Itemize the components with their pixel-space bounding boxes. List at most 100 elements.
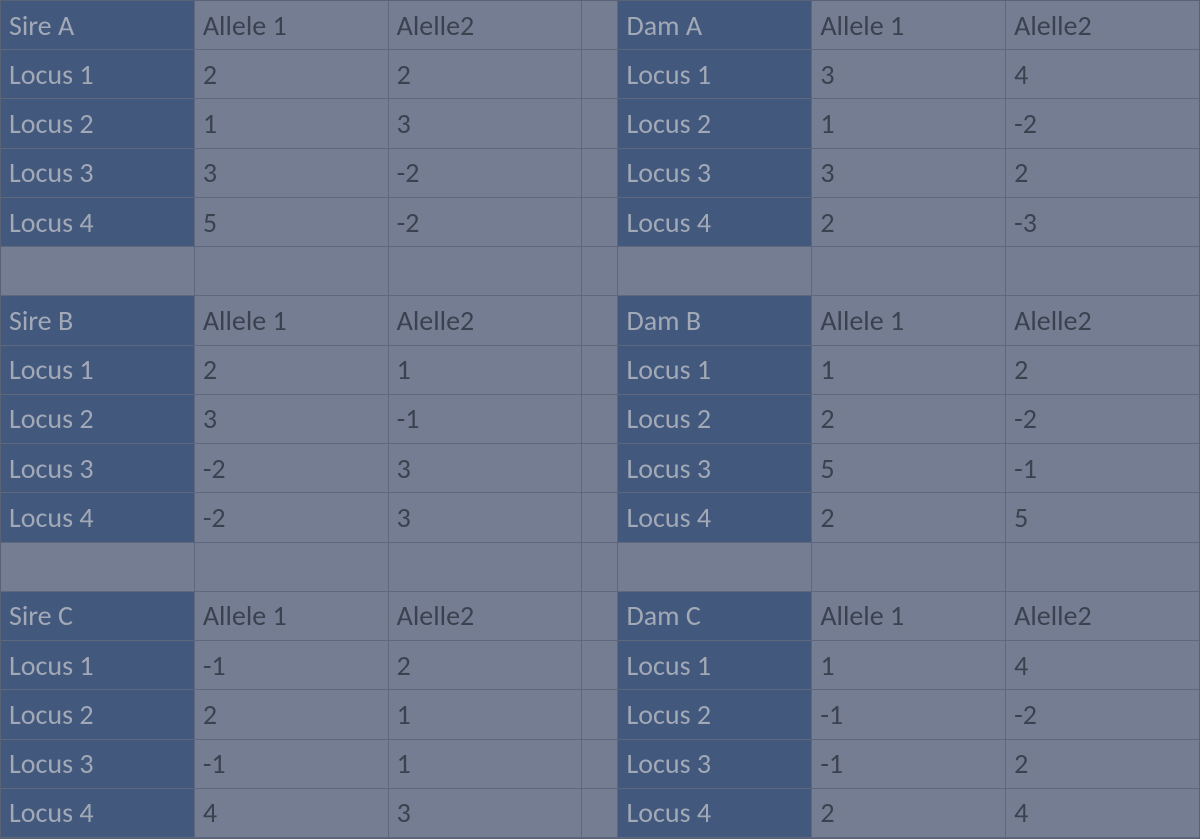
value: 5 [812, 444, 1006, 492]
locus-label: Locus 4 [618, 493, 812, 541]
block-1-header: Sire B Allele 1 Alelle2 Dam B Allele 1 A… [1, 296, 1199, 345]
value: 3 [389, 789, 583, 837]
value: -1 [195, 641, 389, 689]
value: -1 [1006, 444, 1199, 492]
gap [582, 789, 618, 837]
value: 1 [812, 641, 1006, 689]
block-1-row-1: Locus 2 3 -1 Locus 2 2 -2 [1, 395, 1199, 444]
locus-label: Locus 3 [1, 740, 195, 788]
gap [582, 149, 618, 197]
value: 2 [812, 198, 1006, 246]
value: 5 [195, 198, 389, 246]
locus-label: Locus 3 [618, 444, 812, 492]
allele-table: Sire A Allele 1 Alelle2 Dam A Allele 1 A… [0, 0, 1200, 839]
value: -1 [812, 690, 1006, 738]
locus-label: Locus 4 [1, 493, 195, 541]
locus-label: Locus 1 [618, 50, 812, 98]
value: 4 [1006, 641, 1199, 689]
value: 2 [195, 690, 389, 738]
block-1-row-3: Locus 4 -2 3 Locus 4 2 5 [1, 493, 1199, 542]
value: -2 [389, 149, 583, 197]
spacer-row [1, 543, 1199, 592]
block-2-header: Sire C Allele 1 Alelle2 Dam C Allele 1 A… [1, 592, 1199, 641]
locus-label: Locus 3 [1, 444, 195, 492]
locus-label: Locus 4 [618, 198, 812, 246]
value: -2 [1006, 690, 1199, 738]
value: -2 [1006, 395, 1199, 443]
value: -2 [195, 444, 389, 492]
locus-label: Locus 1 [618, 641, 812, 689]
block-1-row-2: Locus 3 -2 3 Locus 3 5 -1 [1, 444, 1199, 493]
value: -1 [389, 395, 583, 443]
gap [582, 198, 618, 246]
value: 2 [1006, 346, 1199, 394]
col-allele1: Allele 1 [195, 1, 389, 49]
value: 3 [195, 149, 389, 197]
value: 4 [1006, 50, 1199, 98]
col-allele2: Alelle2 [1006, 592, 1199, 640]
gap [582, 592, 618, 640]
value: 2 [389, 641, 583, 689]
gap [582, 1, 618, 49]
dam-b-title: Dam B [618, 296, 812, 344]
sire-a-title: Sire A [1, 1, 195, 49]
value: 1 [812, 99, 1006, 147]
locus-label: Locus 2 [1, 99, 195, 147]
locus-label: Locus 2 [1, 395, 195, 443]
col-allele2: Alelle2 [1006, 1, 1199, 49]
value: -2 [195, 493, 389, 541]
block-2-row-0: Locus 1 -1 2 Locus 1 1 4 [1, 641, 1199, 690]
gap [582, 99, 618, 147]
locus-label: Locus 3 [1, 149, 195, 197]
value: 2 [812, 493, 1006, 541]
value: -1 [812, 740, 1006, 788]
gap [582, 493, 618, 541]
col-allele1: Allele 1 [195, 296, 389, 344]
locus-label: Locus 1 [1, 641, 195, 689]
value: 2 [1006, 149, 1199, 197]
col-allele1: Allele 1 [195, 592, 389, 640]
value: -3 [1006, 198, 1199, 246]
value: 3 [389, 99, 583, 147]
value: 2 [195, 50, 389, 98]
block-2-row-1: Locus 2 2 1 Locus 2 -1 -2 [1, 690, 1199, 739]
gap [582, 641, 618, 689]
sire-b-title: Sire B [1, 296, 195, 344]
dam-c-title: Dam C [618, 592, 812, 640]
value: 1 [389, 740, 583, 788]
value: 1 [195, 99, 389, 147]
locus-label: Locus 2 [618, 99, 812, 147]
locus-label: Locus 2 [618, 690, 812, 738]
block-0-row-0: Locus 1 2 2 Locus 1 3 4 [1, 50, 1199, 99]
gap [582, 740, 618, 788]
block-0-row-1: Locus 2 1 3 Locus 2 1 -2 [1, 99, 1199, 148]
col-allele1: Allele 1 [812, 592, 1006, 640]
value: 2 [389, 50, 583, 98]
block-0-row-3: Locus 4 5 -2 Locus 4 2 -3 [1, 198, 1199, 247]
gap [582, 444, 618, 492]
dam-a-title: Dam A [618, 1, 812, 49]
col-allele2: Alelle2 [389, 1, 583, 49]
value: 3 [195, 395, 389, 443]
value: 2 [812, 789, 1006, 837]
value: 5 [1006, 493, 1199, 541]
locus-label: Locus 1 [618, 346, 812, 394]
block-2-row-2: Locus 3 -1 1 Locus 3 -1 2 [1, 740, 1199, 789]
gap [582, 50, 618, 98]
value: 3 [389, 444, 583, 492]
locus-label: Locus 4 [1, 789, 195, 837]
gap [582, 690, 618, 738]
locus-label: Locus 3 [618, 740, 812, 788]
col-allele2: Alelle2 [389, 592, 583, 640]
value: -2 [389, 198, 583, 246]
locus-label: Locus 3 [618, 149, 812, 197]
sire-c-title: Sire C [1, 592, 195, 640]
locus-label: Locus 4 [1, 198, 195, 246]
value: 3 [812, 149, 1006, 197]
value: 4 [1006, 789, 1199, 837]
spacer-row [1, 247, 1199, 296]
gap [582, 395, 618, 443]
value: 1 [812, 346, 1006, 394]
value: 2 [195, 346, 389, 394]
col-allele1: Allele 1 [812, 1, 1006, 49]
